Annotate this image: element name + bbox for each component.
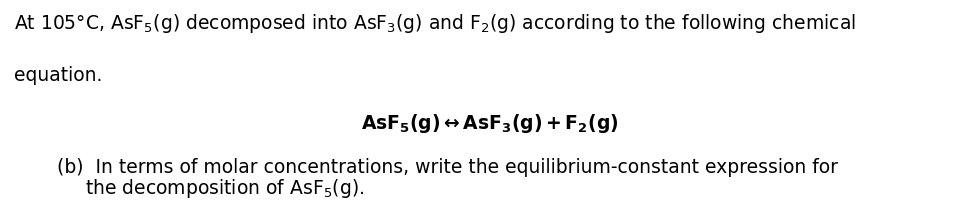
- Text: the decomposition of AsF$_5$(g).: the decomposition of AsF$_5$(g).: [85, 177, 365, 200]
- Text: equation.: equation.: [14, 66, 102, 85]
- Text: At 105°C, AsF$_5$(g) decomposed into AsF$_3$(g) and F$_2$(g) according to the fo: At 105°C, AsF$_5$(g) decomposed into AsF…: [14, 12, 856, 35]
- Text: (b)  In terms of molar concentrations, write the equilibrium-constant expression: (b) In terms of molar concentrations, wr…: [57, 158, 838, 177]
- Text: $\mathbf{AsF_5(g) \leftrightarrow AsF_3(g) + F_2(g)}$: $\mathbf{AsF_5(g) \leftrightarrow AsF_3(…: [362, 112, 618, 135]
